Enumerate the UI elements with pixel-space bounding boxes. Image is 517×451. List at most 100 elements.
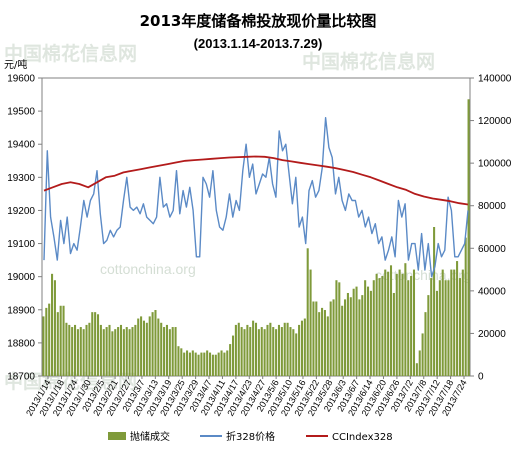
right-tick-label-0: 140000 <box>478 74 512 85</box>
bar-138 <box>438 280 441 376</box>
bar-76 <box>260 327 263 376</box>
bar-11 <box>73 324 77 376</box>
bar-51 <box>188 352 191 376</box>
bar-52 <box>191 350 194 376</box>
bar-88 <box>295 333 298 376</box>
bar-124 <box>398 269 401 376</box>
bar-41 <box>160 322 163 376</box>
chart-title: 2013年度储备棉投放现价量比较图 <box>140 12 377 30</box>
bar-3 <box>51 273 54 376</box>
bar-66 <box>231 335 235 376</box>
bar-135 <box>430 278 433 376</box>
bar-2 <box>48 303 51 376</box>
bar-94 <box>312 301 315 376</box>
bar-102 <box>335 280 338 376</box>
bar-129 <box>412 269 416 376</box>
bar-30 <box>128 329 131 376</box>
bar-139 <box>441 269 444 376</box>
bar-38 <box>151 312 154 376</box>
bar-12 <box>76 329 79 376</box>
bar-80 <box>272 327 275 376</box>
bar-77 <box>263 329 266 376</box>
bar-128 <box>410 275 413 376</box>
bar-85 <box>286 322 289 376</box>
legend-label-ccindex328: CCIndex328 <box>332 432 393 443</box>
bar-134 <box>427 295 430 376</box>
bar-26 <box>117 327 120 376</box>
bar-0 <box>42 316 45 376</box>
bar-93 <box>309 269 312 376</box>
bar-83 <box>280 327 283 376</box>
bar-145 <box>458 278 461 376</box>
bar-137 <box>435 290 439 376</box>
bar-142 <box>450 269 453 376</box>
bar-63 <box>223 352 226 376</box>
bar-39 <box>154 310 157 376</box>
bar-125 <box>401 273 404 376</box>
bar-45 <box>171 327 174 376</box>
bar-16 <box>88 322 91 376</box>
bar-114 <box>369 290 372 376</box>
bar-72 <box>249 327 252 376</box>
bar-29 <box>125 327 128 376</box>
right-tick-label-3: 80000 <box>478 201 506 212</box>
chart-subtitle: (2013.1.14-2013.7.29) <box>194 36 323 51</box>
bar-6 <box>59 305 62 376</box>
bar-126 <box>404 263 407 376</box>
bar-62 <box>220 350 223 376</box>
bar-7 <box>62 305 65 376</box>
bar-59 <box>211 354 214 376</box>
bar-20 <box>99 324 102 376</box>
bar-95 <box>315 301 318 376</box>
line-series-ccindex328 <box>43 155 469 206</box>
right-tick-label-5: 40000 <box>478 286 506 297</box>
left-tick-label-8: 18800 <box>7 338 35 349</box>
bar-58 <box>209 352 212 376</box>
bar-70 <box>243 329 246 376</box>
bar-10 <box>71 327 74 376</box>
bar-143 <box>453 269 456 376</box>
bar-55 <box>200 352 203 376</box>
bar-101 <box>332 299 335 376</box>
bar-4 <box>53 280 56 376</box>
bar-146 <box>461 269 464 376</box>
bar-25 <box>114 329 117 376</box>
bar-90 <box>300 320 303 376</box>
legend: 抛储成交 折328价格 CCIndex328 <box>108 430 393 443</box>
bar-18 <box>94 312 97 376</box>
right-tick-label-2: 100000 <box>478 159 512 170</box>
left-tick-label-1: 19500 <box>7 107 35 118</box>
bar-53 <box>194 352 197 376</box>
bar-141 <box>447 280 450 376</box>
bar-23 <box>108 324 111 376</box>
bar-68 <box>237 322 240 376</box>
bar-24 <box>111 331 114 376</box>
bar-33 <box>137 318 140 376</box>
bar-43 <box>165 324 168 376</box>
bar-147 <box>464 237 467 376</box>
bar-44 <box>168 329 171 376</box>
bar-64 <box>226 350 229 376</box>
bar-144 <box>456 261 459 376</box>
left-tick-label-2: 19400 <box>7 140 35 151</box>
bar-112 <box>364 280 367 376</box>
bar-106 <box>346 292 349 376</box>
right-tick-label-7: 0 <box>478 372 484 383</box>
bar-28 <box>122 329 125 376</box>
bar-86 <box>289 327 292 376</box>
watermark-2: 中国棉花信息网 <box>302 50 435 73</box>
bar-89 <box>298 324 301 376</box>
bar-74 <box>254 322 258 376</box>
bar-14 <box>82 329 85 376</box>
bar-123 <box>395 273 398 376</box>
left-tick-label-6: 19000 <box>7 272 35 283</box>
bar-40 <box>157 318 160 376</box>
left-tick-label-9: 18700 <box>7 372 35 383</box>
left-axis: 19600 19500 19400 19300 19200 19100 19000 18900… <box>7 74 42 383</box>
bar-107 <box>349 297 352 376</box>
bar-92 <box>306 248 309 376</box>
bar-79 <box>269 322 272 376</box>
bar-60 <box>214 354 217 376</box>
bar-108 <box>352 288 355 376</box>
bar-127 <box>407 280 410 376</box>
